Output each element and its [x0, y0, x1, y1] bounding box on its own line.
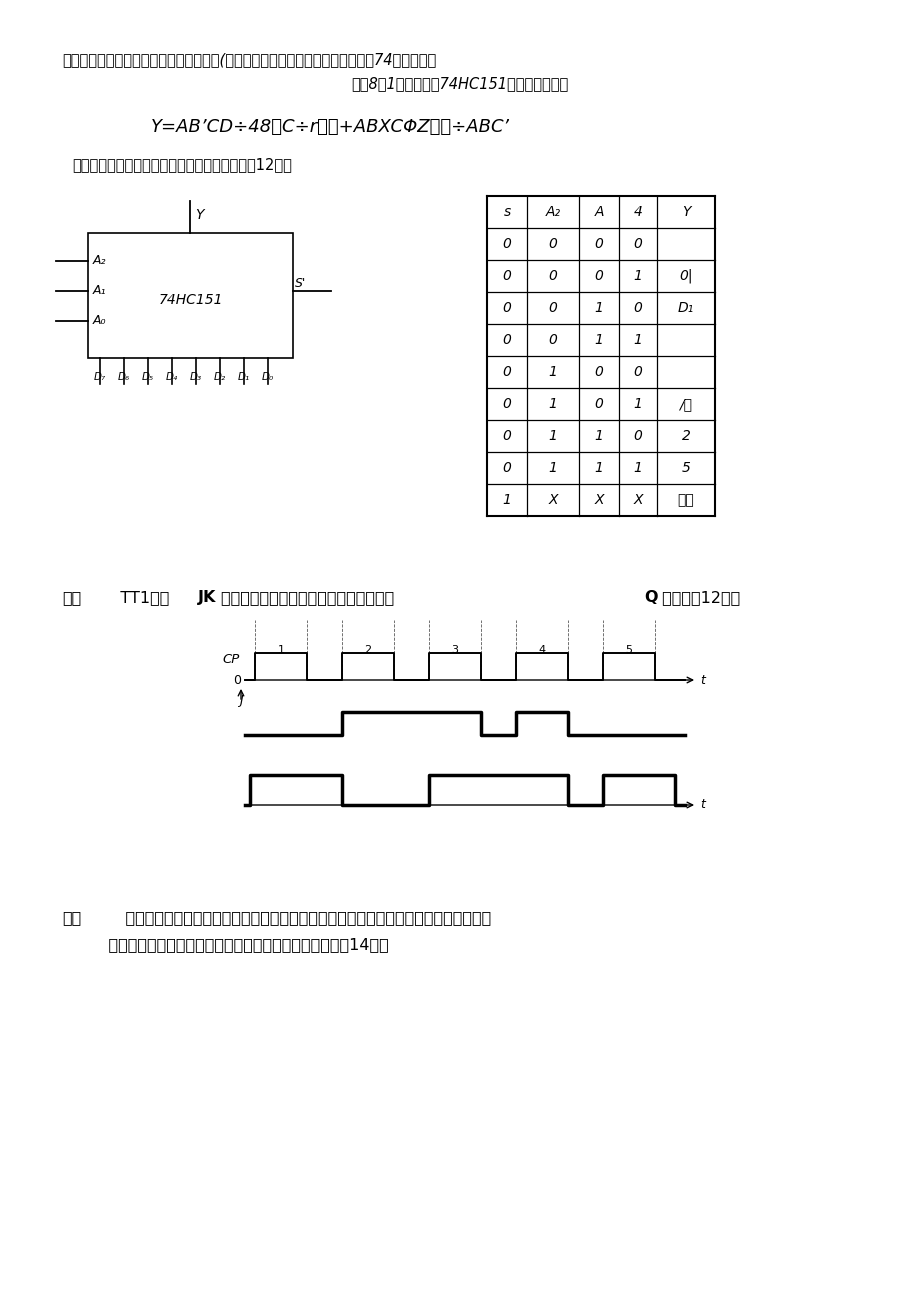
Text: 1: 1: [502, 493, 511, 507]
Text: 0: 0: [502, 269, 511, 284]
Text: D₀: D₀: [262, 372, 274, 382]
Text: 触发器的输入波形如图所示，画出输出端: 触发器的输入波形如图所示，画出输出端: [221, 589, 399, 605]
Text: 2: 2: [681, 429, 689, 444]
Text: 电路的状态转换图，说明电路的功能以及能否自启动。（14分）: 电路的状态转换图，说明电路的功能以及能否自启动。（14分）: [88, 937, 389, 952]
Text: 74HC151: 74HC151: [158, 294, 222, 307]
Text: A₀: A₀: [93, 315, 107, 328]
Text: 0: 0: [633, 429, 641, 444]
Text: A₁: A₁: [93, 285, 107, 298]
Text: J: J: [239, 693, 243, 706]
Text: 1: 1: [633, 461, 641, 475]
Text: 要求给出设计的全过程，并画出逻辑电路图。（12分）: 要求给出设计的全过程，并画出逻辑电路图。（12分）: [72, 157, 291, 172]
Text: 1: 1: [594, 429, 603, 444]
Text: A₂: A₂: [93, 255, 107, 268]
Text: 0: 0: [548, 301, 557, 315]
Text: 1: 1: [548, 397, 557, 411]
Text: 高阻: 高阻: [677, 493, 694, 507]
Bar: [88, 233, 292, 358]
Text: 0: 0: [502, 397, 511, 411]
Text: 分析如图时序逻辑电路的逻辑功能，写出电路的驱动方程、状态方程和输出方程，画出: 分析如图时序逻辑电路的逻辑功能，写出电路的驱动方程、状态方程和输出方程，画出: [105, 909, 491, 925]
Text: 2: 2: [364, 645, 371, 654]
Text: 一片8选1数据选择器74HC151产生逻辑函数：: 一片8选1数据选择器74HC151产生逻辑函数：: [351, 75, 568, 91]
Text: 0|: 0|: [678, 269, 692, 284]
Text: Y: Y: [681, 206, 689, 219]
Text: 1: 1: [278, 645, 284, 654]
Text: 4: 4: [633, 206, 641, 219]
Text: 0: 0: [594, 269, 603, 284]
Text: 1: 1: [594, 301, 603, 315]
Text: Q: Q: [643, 589, 657, 605]
Text: t: t: [699, 799, 704, 812]
Text: 1: 1: [548, 429, 557, 444]
Text: 0: 0: [502, 461, 511, 475]
Text: Y=AB’CD÷48（C÷r＞）+ABXCΦZ））÷ABC’: Y=AB’CD÷48（C÷r＞）+ABXCΦZ））÷ABC’: [151, 118, 509, 137]
Text: 0: 0: [502, 429, 511, 444]
Text: D₃: D₃: [189, 372, 202, 382]
Text: 0: 0: [502, 301, 511, 315]
Text: 0: 0: [502, 237, 511, 251]
Text: 0: 0: [594, 237, 603, 251]
Text: 1: 1: [633, 397, 641, 411]
Text: 1: 1: [633, 333, 641, 347]
Text: D₁: D₁: [238, 372, 250, 382]
Text: 五、: 五、: [62, 589, 81, 605]
Text: 0: 0: [502, 366, 511, 379]
Text: 0: 0: [633, 366, 641, 379]
Text: TT1主从: TT1主从: [105, 589, 175, 605]
Text: 0: 0: [633, 237, 641, 251]
Text: S': S': [295, 277, 306, 290]
Text: D₅: D₅: [142, 372, 153, 382]
Text: 0: 0: [548, 333, 557, 347]
Text: 0: 0: [594, 397, 603, 411]
Text: t: t: [699, 674, 704, 687]
Text: s: s: [503, 206, 510, 219]
Text: 1: 1: [633, 269, 641, 284]
Text: D₇: D₇: [94, 372, 106, 382]
Text: D₁: D₁: [677, 301, 693, 315]
Text: Y: Y: [195, 208, 203, 222]
Text: JK: JK: [198, 589, 216, 605]
Text: 3: 3: [451, 645, 458, 654]
Text: A: A: [594, 206, 603, 219]
Text: 1: 1: [548, 461, 557, 475]
Text: 5: 5: [681, 461, 689, 475]
Text: D₆: D₆: [118, 372, 130, 382]
Text: 1: 1: [594, 461, 603, 475]
Text: CP: CP: [222, 653, 240, 666]
Text: 0: 0: [594, 366, 603, 379]
Text: 0: 0: [633, 301, 641, 315]
Text: 下面电路图中，写出输出信号是什么状态(高电平、低电平或高阻态），已知义为74系四、试用: 下面电路图中，写出输出信号是什么状态(高电平、低电平或高阻态），已知义为74系四…: [62, 52, 436, 66]
Text: 的波形（12分）: 的波形（12分）: [656, 589, 740, 605]
Text: 4: 4: [538, 645, 545, 654]
Text: 0: 0: [502, 333, 511, 347]
Text: D₄: D₄: [165, 372, 178, 382]
Text: X: X: [632, 493, 642, 507]
Text: A₂: A₂: [545, 206, 560, 219]
Text: 5: 5: [625, 645, 632, 654]
Text: 1: 1: [594, 333, 603, 347]
Text: 0: 0: [548, 237, 557, 251]
Text: 0: 0: [233, 674, 241, 687]
Text: X: X: [548, 493, 557, 507]
Text: 0: 0: [548, 269, 557, 284]
Text: X: X: [594, 493, 603, 507]
Text: 1: 1: [548, 366, 557, 379]
Text: 六、: 六、: [62, 909, 81, 925]
Text: /人: /人: [679, 397, 692, 411]
Text: D₂: D₂: [214, 372, 226, 382]
